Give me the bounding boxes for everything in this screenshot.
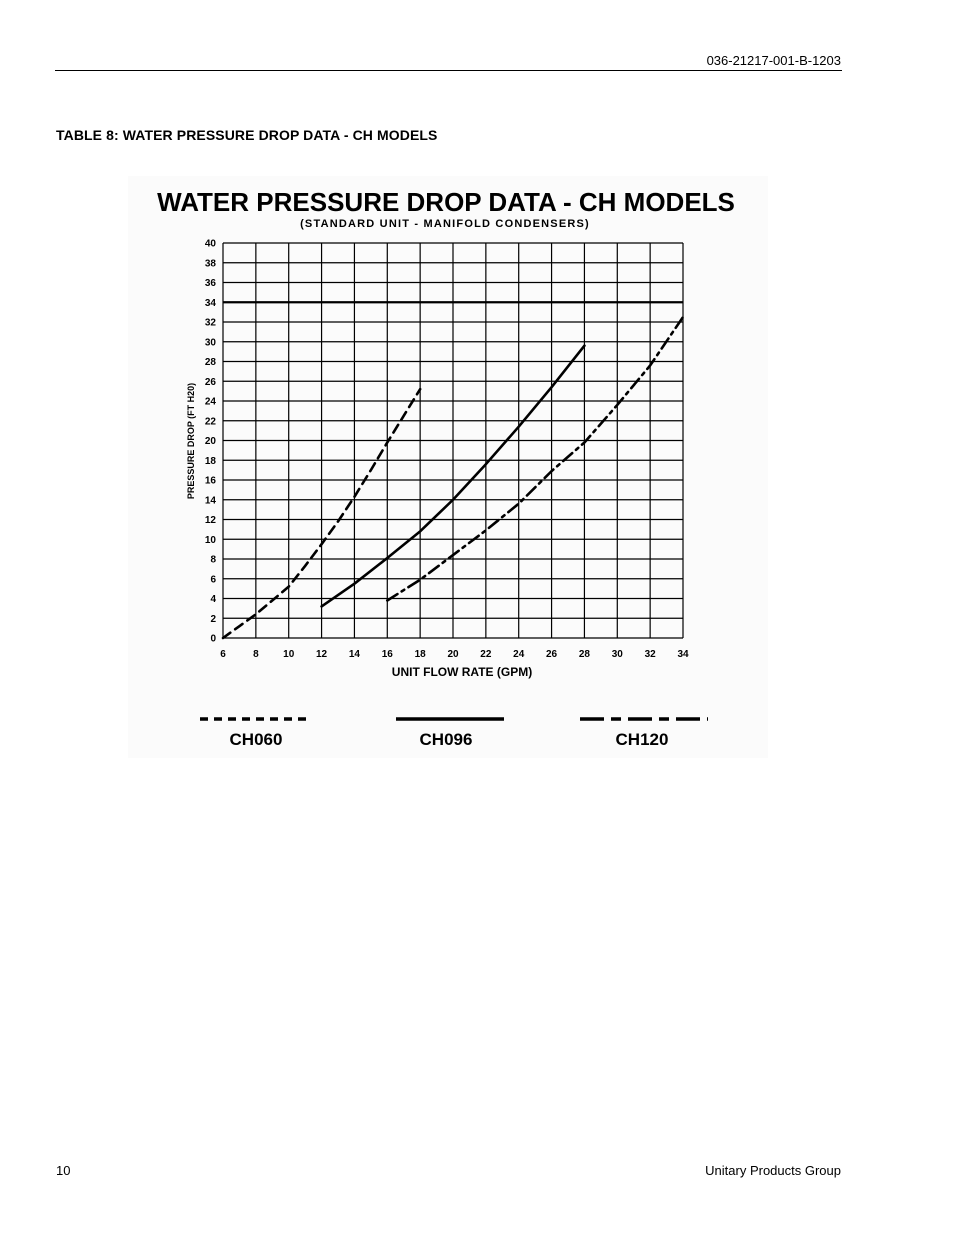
- x-tick-label: 8: [253, 649, 259, 660]
- chart-figure: WATER PRESSURE DROP DATA - CH MODELS (ST…: [128, 176, 768, 758]
- y-tick-label: 12: [205, 515, 217, 526]
- x-tick-label: 30: [612, 649, 624, 660]
- y-tick-label: 26: [205, 377, 217, 388]
- y-tick-label: 32: [205, 318, 217, 329]
- x-tick-label: 24: [513, 649, 525, 660]
- y-tick-label: 30: [205, 337, 217, 348]
- y-tick-label: 38: [205, 258, 217, 269]
- document-number: 036-21217-001-B-1203: [706, 53, 841, 68]
- y-axis-label: PRESSURE DROP (FT H20): [186, 383, 196, 499]
- legend-label-ch120: CH120: [616, 730, 669, 749]
- table-caption: TABLE 8: WATER PRESSURE DROP DATA - CH M…: [56, 127, 438, 143]
- x-tick-label: 18: [415, 649, 427, 660]
- x-tick-label: 28: [579, 649, 591, 660]
- header-rule: [55, 70, 842, 71]
- y-tick-label: 36: [205, 278, 217, 289]
- series-line-ch060: [221, 387, 422, 640]
- series-line-ch120: [385, 315, 685, 602]
- footer-company: Unitary Products Group: [705, 1163, 841, 1178]
- chart-series: [221, 315, 685, 640]
- y-tick-label: 10: [205, 535, 217, 546]
- chart-grid: [222, 242, 684, 639]
- y-tick-label: 28: [205, 357, 217, 368]
- y-tick-label: 0: [210, 634, 216, 645]
- x-tick-label: 14: [349, 649, 361, 660]
- x-axis-label: UNIT FLOW RATE (GPM): [392, 665, 532, 679]
- y-tick-label: 2: [210, 614, 216, 625]
- y-tick-label: 6: [210, 574, 216, 585]
- x-tick-label: 12: [316, 649, 328, 660]
- x-tick-label: 20: [447, 649, 459, 660]
- y-tick-label: 40: [205, 239, 217, 250]
- y-tick-label: 4: [210, 594, 216, 605]
- x-tick-label: 16: [382, 649, 394, 660]
- y-tick-label: 18: [205, 456, 217, 467]
- x-tick-label: 26: [546, 649, 558, 660]
- page-number: 10: [56, 1163, 71, 1178]
- y-tick-label: 16: [205, 476, 217, 487]
- y-tick-label: 20: [205, 436, 217, 447]
- y-tick-label: 22: [205, 416, 217, 427]
- x-tick-label: 22: [480, 649, 492, 660]
- chart-subtitle: (STANDARD UNIT - MANIFOLD CONDENSERS): [300, 218, 590, 230]
- x-tick-label: 32: [645, 649, 657, 660]
- x-tick-label: 10: [283, 649, 295, 660]
- chart-axes: 6 8 10 12 14 16 18 20 22 24 26 28 30 32 34024681012141…: [205, 239, 689, 661]
- x-tick-label: 34: [677, 649, 689, 660]
- chart-title: WATER PRESSURE DROP DATA - CH MODELS: [157, 187, 735, 217]
- y-tick-label: 14: [205, 495, 217, 506]
- legend-label-ch060: CH060: [230, 730, 283, 749]
- y-tick-label: 24: [205, 397, 217, 408]
- x-tick-label: 6: [220, 649, 226, 660]
- chart-legend: CH060 CH096 CH120: [200, 717, 708, 749]
- series-line-ch096: [320, 344, 586, 608]
- pressure-drop-chart: WATER PRESSURE DROP DATA - CH MODELS (ST…: [157, 187, 735, 749]
- y-tick-label: 8: [210, 555, 216, 566]
- y-tick-label: 34: [205, 298, 217, 309]
- legend-label-ch096: CH096: [420, 730, 473, 749]
